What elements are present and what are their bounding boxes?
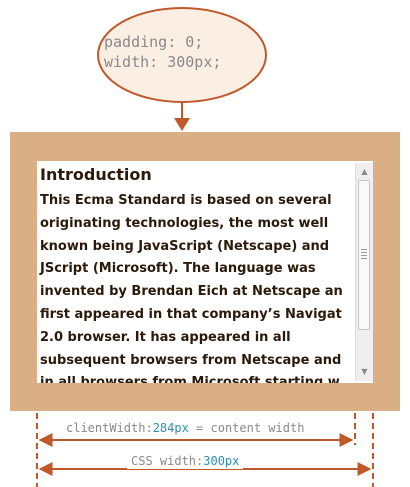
- content-line: JScript (Microsoft). The language was: [40, 261, 316, 277]
- callout-line-2: width: 300px;: [104, 53, 222, 71]
- content-line: in all browsers from Microsoft starting …: [40, 375, 340, 383]
- scroll-down-arrow-icon[interactable]: ▼: [361, 367, 368, 376]
- css-width-value: 300px: [203, 454, 240, 468]
- grip-line: [361, 249, 367, 250]
- content-line: This Ecma Standard is based on several: [40, 193, 332, 208]
- content-text: Introduction This Ecma Standard is based…: [40, 163, 370, 383]
- content-line: first appeared in that company’s Navigat: [40, 306, 342, 322]
- content-area: Introduction This Ecma Standard is based…: [37, 161, 373, 383]
- content-line: 2.0 browser. It has appeared in all: [40, 329, 291, 345]
- grip-line: [361, 252, 367, 253]
- scroll-thumb[interactable]: [358, 180, 370, 330]
- client-width-prefix: clientWidth:: [66, 421, 153, 435]
- grip-line: [361, 255, 367, 256]
- client-width-label: clientWidth:284px = content width: [62, 420, 309, 436]
- callout-arrow-head: [174, 118, 190, 131]
- vertical-scrollbar[interactable]: ▲ ▼: [355, 163, 373, 381]
- content-title: Introduction: [40, 165, 152, 184]
- content-line: subsequent browsers from Netscape and: [40, 352, 342, 368]
- css-width-prefix: CSS width:: [131, 454, 204, 468]
- css-width-label: CSS width:300px: [127, 453, 244, 469]
- callout-line-1: padding: 0;: [104, 33, 204, 51]
- callout-text: padding: 0; width: 300px;: [104, 32, 264, 72]
- grip-line: [361, 258, 367, 259]
- content-line: invented by Brendan Eich at Netscape an: [40, 284, 343, 300]
- client-width-suffix: = content width: [188, 421, 305, 435]
- scroll-up-arrow-icon[interactable]: ▲: [361, 167, 368, 176]
- client-width-value: 284px: [152, 421, 189, 435]
- content-line: known being JavaScript (Netscape) and: [40, 238, 330, 254]
- content-line: originating technologies, the most well: [40, 215, 329, 231]
